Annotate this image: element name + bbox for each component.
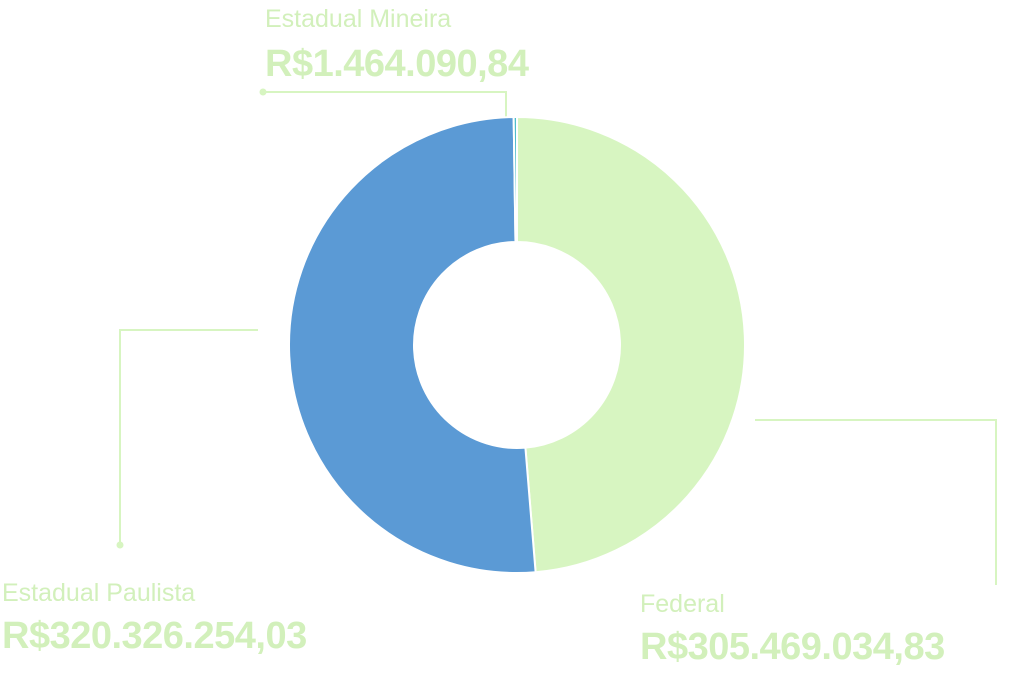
leader-dot bbox=[116, 541, 124, 549]
donut-slice bbox=[288, 116, 537, 574]
leader-dot bbox=[259, 88, 267, 96]
donut-slice bbox=[516, 115, 746, 574]
donut-slice bbox=[512, 115, 518, 244]
slice-value: R$1.464.090,84 bbox=[265, 43, 529, 85]
slice-value: R$320.326.254,03 bbox=[2, 615, 307, 657]
slice-label: Federal bbox=[640, 590, 725, 618]
leader-line bbox=[755, 419, 997, 585]
slice-value: R$305.469.034,83 bbox=[640, 626, 945, 668]
slice-label: Estadual Mineira bbox=[265, 5, 451, 33]
slice-label: Estadual Paulista bbox=[2, 579, 195, 607]
leader-line bbox=[119, 329, 258, 545]
